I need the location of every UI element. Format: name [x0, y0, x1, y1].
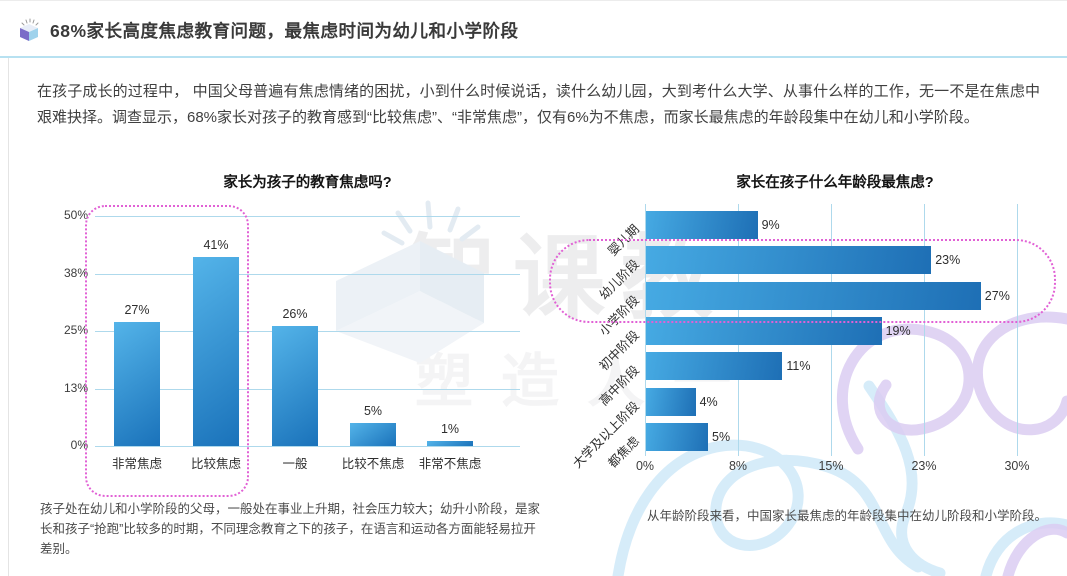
bar-value-label: 1%	[440, 422, 460, 437]
left-border-rule	[8, 58, 9, 576]
x-axis-tick-label: 15%	[818, 459, 844, 473]
y-axis-tick-label: 38%	[63, 265, 88, 280]
brand-logo-icon	[20, 18, 39, 41]
highlight-outline-most-anxious	[85, 205, 249, 497]
bar-高中阶段	[646, 352, 783, 381]
x-category-label: 一般	[282, 457, 308, 471]
bar-婴儿期	[646, 211, 758, 239]
x-axis-tick-label: 0%	[635, 459, 655, 473]
x-category-label: 非常不焦虑	[418, 457, 482, 471]
x-category-label: 比较焦虑	[190, 457, 241, 471]
bar-非常不焦虑	[427, 441, 473, 446]
bar-value-label: 19%	[885, 323, 911, 338]
highlight-outline-age-stages	[549, 239, 1056, 323]
grid-line	[645, 204, 646, 456]
y-axis-tick-label: 50%	[63, 208, 88, 222]
grid-line	[95, 446, 520, 447]
x-category-label: 非常焦虑	[111, 457, 162, 471]
x-category-label: 比较不焦虑	[341, 457, 405, 471]
grid-line	[95, 216, 520, 217]
bar-幼儿阶段	[646, 246, 932, 275]
x-axis-tick-label: 8%	[728, 459, 748, 473]
bar-value-label: 5%	[363, 404, 383, 418]
bar-value-label: 27%	[124, 302, 150, 317]
bar-value-label: 26%	[282, 307, 308, 322]
bar-value-label: 5%	[712, 429, 731, 444]
bar-小学阶段	[646, 281, 981, 310]
bar-比较焦虑	[193, 257, 239, 446]
y-axis-tick-label: 0%	[70, 438, 88, 452]
right-chart-caption: 从年龄阶段来看，中国家长最焦虑的年龄段集中在幼儿阶段和小学阶段。	[647, 509, 1048, 523]
x-axis-tick-label: 23%	[911, 459, 937, 473]
bar-非常焦虑	[114, 321, 160, 446]
bar-value-label: 27%	[984, 288, 1010, 303]
bar-value-label: 41%	[203, 238, 229, 253]
left-chart-caption: 孩子处在幼儿和小学阶段的父母，一般处在事业上升期，社会压力较大；幼升小阶段，是家…	[40, 502, 541, 556]
intro-paragraph: 在孩子成长的过程中， 中国父母普遍有焦虑情绪的困扰，小到什么时候说话，读什么幼儿…	[37, 83, 1040, 126]
x-axis-tick-label: 30%	[1004, 459, 1030, 473]
bar-一般	[272, 326, 318, 446]
bar-value-label: 9%	[761, 218, 780, 232]
bar-大学及以上阶段	[646, 387, 696, 416]
bar-都焦虑	[646, 422, 708, 451]
bar-value-label: 4%	[699, 394, 718, 409]
bar-value-label: 23%	[935, 253, 961, 268]
header-bar: 68%家长高度焦虑教育问题，最焦虑时间为幼儿和小学阶段	[0, 1, 1067, 58]
bar-比较不焦虑	[350, 423, 396, 446]
grid-line	[95, 273, 520, 275]
page-title: 68%家长高度焦虑教育问题，最焦虑时间为幼儿和小学阶段	[50, 21, 519, 41]
y-axis-tick-label: 25%	[63, 323, 88, 337]
bar-value-label: 11%	[786, 359, 811, 374]
y-axis-tick-label: 13%	[63, 380, 88, 395]
left-chart-title: 家长为孩子的教育焦虑吗?	[223, 175, 392, 191]
right-chart-title: 家长在孩子什么年龄段最焦虑?	[736, 175, 934, 191]
